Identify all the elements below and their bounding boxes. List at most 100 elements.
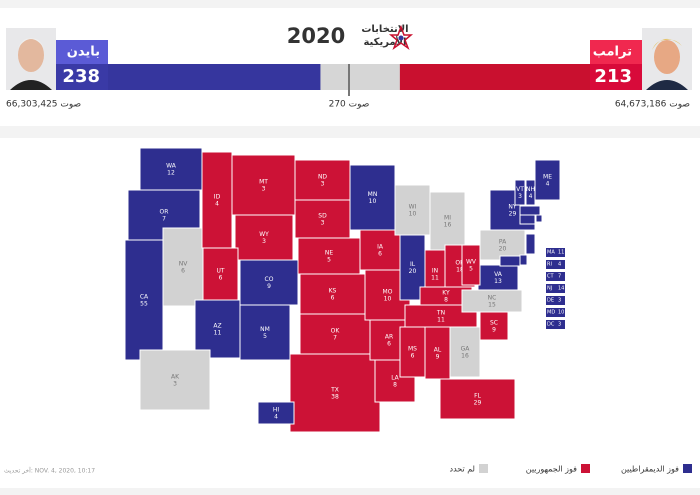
state-label: GA bbox=[461, 346, 471, 353]
state-votes: 5 bbox=[469, 266, 473, 273]
state bbox=[519, 205, 541, 216]
state-votes: 20 bbox=[499, 246, 507, 253]
state-label: ND bbox=[318, 174, 327, 181]
state-label: PA bbox=[499, 239, 507, 246]
state bbox=[535, 214, 543, 223]
state-label: UT bbox=[216, 268, 224, 275]
state-label: ID bbox=[214, 194, 221, 201]
state-label: HI bbox=[273, 407, 280, 414]
state-votes: 4 bbox=[546, 181, 550, 188]
state-votes: 29 bbox=[474, 400, 482, 407]
state-votes: 29 bbox=[509, 211, 517, 218]
state-votes: 3 bbox=[262, 238, 266, 245]
state-label: MA bbox=[547, 250, 555, 256]
state bbox=[525, 233, 536, 255]
state bbox=[449, 326, 481, 378]
state-label: LA bbox=[391, 375, 399, 382]
state bbox=[162, 227, 204, 307]
inset-box bbox=[546, 272, 565, 281]
state-label: WI bbox=[409, 204, 417, 211]
state-votes: 8 bbox=[444, 297, 448, 304]
state-label: CO bbox=[265, 276, 274, 283]
state-votes: 5 bbox=[263, 333, 267, 340]
state-votes: 10 bbox=[369, 198, 377, 205]
state bbox=[525, 179, 536, 206]
inset-box bbox=[546, 320, 565, 329]
state-votes: 20 bbox=[409, 268, 417, 275]
state-votes: 10 bbox=[558, 310, 564, 316]
state bbox=[349, 164, 396, 231]
state-label: OR bbox=[160, 209, 169, 216]
state bbox=[479, 229, 526, 261]
state bbox=[124, 239, 164, 361]
right-photo bbox=[642, 28, 692, 90]
state-label: SD bbox=[318, 213, 327, 220]
state-label: RI bbox=[547, 262, 552, 268]
state-label: ME bbox=[543, 174, 552, 181]
inset-box bbox=[546, 296, 565, 305]
right-name: ترامب bbox=[593, 45, 632, 60]
state-votes: 9 bbox=[436, 354, 440, 361]
right-electoral: 213 bbox=[594, 66, 632, 87]
left-name-box bbox=[56, 40, 108, 64]
threshold-label: 270 صوت bbox=[329, 100, 370, 110]
left-photo bbox=[6, 28, 56, 90]
state-label: DC bbox=[547, 322, 555, 328]
state bbox=[461, 244, 481, 286]
state bbox=[514, 179, 526, 206]
right-popular: 64,673,186 صوت bbox=[615, 100, 690, 110]
state bbox=[139, 349, 211, 411]
state-label: NM bbox=[260, 326, 270, 333]
state-label: MS bbox=[408, 346, 417, 353]
state-votes: 4 bbox=[215, 201, 219, 208]
legend-swatch bbox=[479, 464, 488, 473]
state-label: MD bbox=[547, 310, 555, 316]
state-label: WV bbox=[466, 259, 477, 266]
state-label: IN bbox=[432, 268, 438, 275]
state-votes: 11 bbox=[431, 275, 439, 282]
right-score-box bbox=[590, 64, 642, 90]
left-name: بايدن bbox=[67, 45, 100, 60]
state-votes: 10 bbox=[409, 211, 417, 218]
state bbox=[534, 159, 561, 201]
legend-label: لم تحدد bbox=[450, 465, 475, 474]
state bbox=[499, 255, 521, 267]
state-votes: 4 bbox=[274, 414, 278, 421]
state-label: KS bbox=[329, 288, 337, 295]
state-votes: 9 bbox=[267, 283, 271, 290]
state-label: NE bbox=[325, 250, 333, 257]
legend-swatch bbox=[683, 464, 692, 473]
state-label: IA bbox=[377, 244, 384, 251]
state bbox=[439, 378, 516, 420]
left-popular: 66,303,425 صوت bbox=[6, 100, 81, 110]
state-label: VA bbox=[494, 271, 503, 278]
state-votes: 10 bbox=[384, 296, 392, 303]
state-votes: 38 bbox=[331, 394, 339, 401]
state-votes: 4 bbox=[558, 262, 561, 268]
state-label: DE bbox=[547, 298, 554, 304]
state-label: OH bbox=[455, 260, 464, 267]
state-votes: 6 bbox=[181, 268, 185, 275]
inset-box bbox=[546, 248, 565, 257]
state-label: VT bbox=[516, 186, 524, 193]
state-label: NC bbox=[488, 295, 497, 302]
state-label: NV bbox=[179, 261, 188, 268]
state-votes: 13 bbox=[494, 278, 502, 285]
state-votes: 11 bbox=[214, 330, 222, 337]
state-votes: 16 bbox=[444, 222, 452, 229]
title-line: الانتخابات bbox=[361, 24, 408, 35]
state-votes: 11 bbox=[437, 317, 445, 324]
state-votes: 3 bbox=[321, 220, 325, 227]
footer: آخر تحديث: NOV. 4, 2020, 10:17 bbox=[4, 466, 95, 475]
state-votes: 5 bbox=[327, 257, 331, 264]
state bbox=[239, 304, 291, 361]
state-label: NY bbox=[508, 204, 516, 211]
state-label: WA bbox=[166, 163, 177, 170]
state-votes: 3 bbox=[262, 186, 266, 193]
right-name-box bbox=[590, 40, 642, 64]
state-votes: 15 bbox=[488, 302, 496, 309]
state-votes: 9 bbox=[492, 327, 496, 334]
state bbox=[359, 229, 401, 271]
state bbox=[239, 259, 299, 306]
